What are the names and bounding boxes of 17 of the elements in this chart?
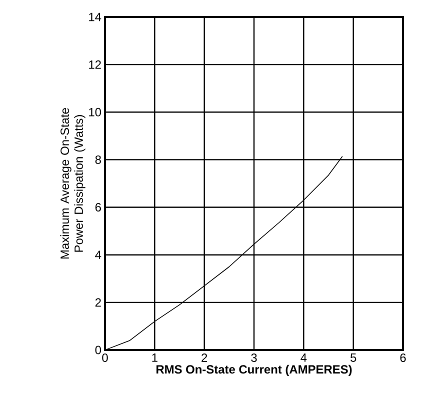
- y-tick-label: 10: [89, 108, 102, 116]
- x-tick-label: 3: [251, 354, 257, 362]
- y-tick-label: 8: [95, 155, 101, 164]
- y-tick-label: 4: [95, 250, 102, 259]
- x-axis-title: RMS On-State Current (AMPERES): [156, 364, 352, 376]
- x-tick-label: 2: [202, 354, 208, 362]
- y-tick-label: 12: [89, 60, 101, 69]
- x-tick-label: 5: [350, 354, 356, 362]
- x-tick-label: 0: [102, 354, 108, 362]
- x-tick-label: 1: [152, 354, 158, 362]
- y-tick-label: 0: [95, 346, 102, 354]
- y-axis-title: Maximum Average On-State Power Dissipation (Watts): [60, 108, 86, 258]
- x-tick-label: 6: [400, 354, 406, 362]
- y-tick-label: 14: [89, 12, 102, 22]
- x-tick-label: 4: [300, 354, 307, 362]
- y-tick-label: 2: [95, 298, 101, 307]
- y-tick-label: 6: [95, 203, 101, 212]
